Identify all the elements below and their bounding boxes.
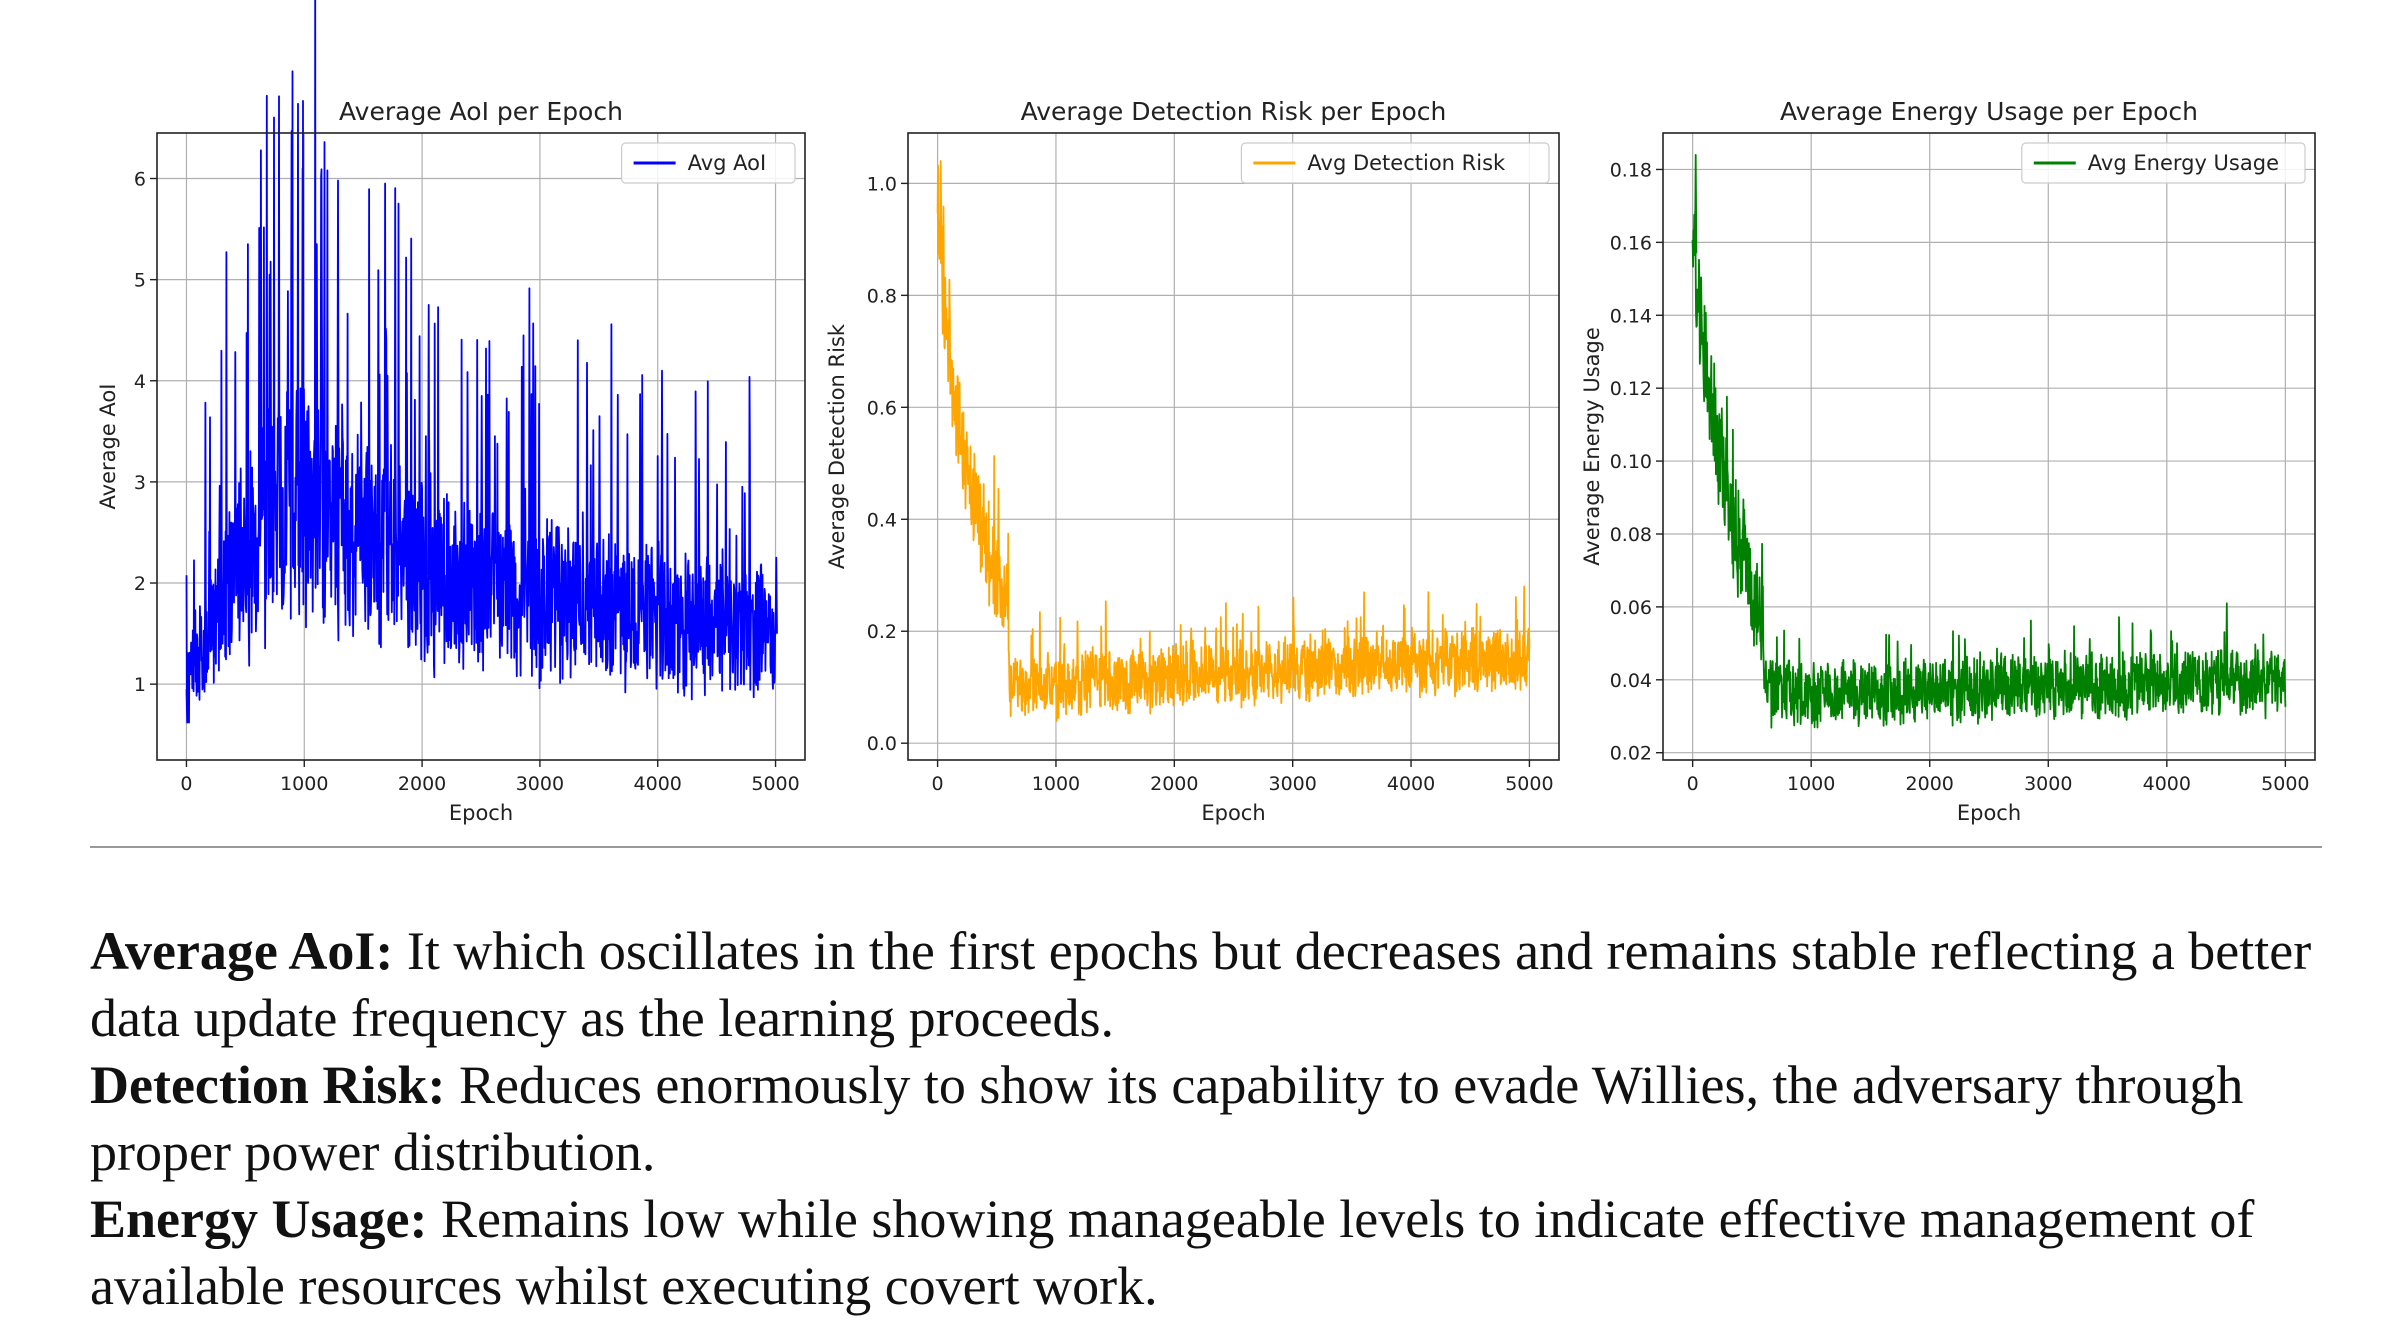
y-tick-label-5: 0.12 bbox=[1610, 378, 1652, 400]
caption-detection-term: Detection Risk: bbox=[90, 1055, 446, 1115]
y-axis-label-detection-risk: Average Detection Risk bbox=[825, 323, 849, 569]
x-tick-label-2: 2000 bbox=[1906, 773, 1954, 795]
caption-detection: Detection Risk: Reduces enormously to sh… bbox=[90, 1052, 2350, 1186]
caption-aoi: Average AoI: It which oscillates in the … bbox=[90, 918, 2350, 1052]
x-tick-label-0: 0 bbox=[180, 773, 192, 795]
caption-energy: Energy Usage: Remains low while showing … bbox=[90, 1186, 2350, 1320]
x-tick-label-4: 4000 bbox=[1387, 773, 1435, 795]
caption-energy-text: Remains low while showing manageable lev… bbox=[90, 1189, 2255, 1316]
figure-caption: Average AoI: It which oscillates in the … bbox=[90, 918, 2350, 1320]
series-line-aoi bbox=[185, 0, 778, 724]
x-tick-label-2: 2000 bbox=[1150, 773, 1198, 795]
y-tick-label-0: 0.0 bbox=[867, 733, 897, 755]
y-tick-label-1: 2 bbox=[134, 573, 146, 595]
y-tick-label-0: 0.02 bbox=[1610, 743, 1652, 765]
legend-label-energy-usage: Avg Energy Usage bbox=[2088, 151, 2279, 175]
y-tick-label-2: 3 bbox=[134, 472, 146, 494]
legend-box-aoi bbox=[620, 142, 796, 184]
x-tick-label-2: 2000 bbox=[398, 773, 446, 795]
y-tick-label-4: 0.10 bbox=[1610, 451, 1652, 473]
x-tick-label-4: 4000 bbox=[2143, 773, 2191, 795]
y-tick-label-5: 6 bbox=[134, 169, 146, 191]
y-tick-label-2: 0.06 bbox=[1610, 597, 1652, 619]
figure-divider bbox=[90, 846, 2322, 848]
y-tick-label-5: 1.0 bbox=[867, 173, 897, 195]
chart-title-detection-risk: Average Detection Risk per Epoch bbox=[1021, 97, 1447, 126]
chart-title-energy-usage: Average Energy Usage per Epoch bbox=[1780, 97, 2198, 126]
x-tick-label-3: 3000 bbox=[2024, 773, 2072, 795]
y-tick-label-2: 0.4 bbox=[867, 509, 897, 531]
series-line-energy-usage bbox=[1691, 154, 2287, 729]
legend-box-detection-risk bbox=[1240, 142, 1550, 184]
y-tick-label-4: 0.8 bbox=[867, 285, 897, 307]
y-tick-label-1: 0.04 bbox=[1610, 670, 1652, 692]
y-tick-label-1: 0.2 bbox=[867, 621, 897, 643]
y-tick-label-4: 5 bbox=[134, 270, 146, 292]
x-tick-label-1: 1000 bbox=[280, 773, 328, 795]
caption-detection-text: Reduces enormously to show its capabilit… bbox=[90, 1055, 2244, 1182]
plot-frame-energy-usage bbox=[1662, 132, 2316, 761]
y-tick-label-6: 0.14 bbox=[1610, 305, 1652, 327]
x-tick-label-0: 0 bbox=[1687, 773, 1699, 795]
x-axis-label-aoi: Epoch bbox=[449, 801, 513, 825]
x-tick-label-1: 1000 bbox=[1787, 773, 1835, 795]
legend-label-detection-risk: Avg Detection Risk bbox=[1307, 151, 1506, 175]
x-tick-label-3: 3000 bbox=[1269, 773, 1317, 795]
x-tick-label-5: 5000 bbox=[2261, 773, 2309, 795]
legend-box-energy-usage bbox=[2021, 142, 2306, 184]
chart-average-aoi: 0 1000 2000 3000 4000 5000 1 2 3 4 5 6 Average AoI p… bbox=[96, 0, 806, 825]
y-tick-label-0: 1 bbox=[134, 674, 146, 696]
caption-energy-term: Energy Usage: bbox=[90, 1189, 428, 1249]
plot-frame-detection-risk bbox=[907, 132, 1560, 761]
y-tick-label-3: 4 bbox=[134, 371, 146, 393]
x-axis-label-detection-risk: Epoch bbox=[1201, 801, 1265, 825]
x-tick-label-1: 1000 bbox=[1032, 773, 1080, 795]
y-tick-label-3: 0.6 bbox=[867, 397, 897, 419]
caption-aoi-text: It which oscillates in the first epochs … bbox=[90, 921, 2312, 1048]
y-tick-label-7: 0.16 bbox=[1610, 232, 1652, 254]
x-tick-label-5: 5000 bbox=[1505, 773, 1553, 795]
series-line-detection-risk bbox=[936, 160, 1531, 722]
y-tick-label-3: 0.08 bbox=[1610, 524, 1652, 546]
x-tick-label-4: 4000 bbox=[634, 773, 682, 795]
x-tick-label-0: 0 bbox=[932, 773, 944, 795]
chart-average-energy-usage: 0 1000 2000 3000 4000 5000 0.02 0.04 0.06 0.08 0.1… bbox=[1580, 97, 2316, 825]
x-tick-label-3: 3000 bbox=[516, 773, 564, 795]
y-axis-label-aoi: Average AoI bbox=[96, 384, 120, 510]
caption-aoi-term: Average AoI: bbox=[90, 921, 394, 981]
x-tick-label-5: 5000 bbox=[751, 773, 799, 795]
x-axis-label-energy-usage: Epoch bbox=[1957, 801, 2021, 825]
chart-average-detection-risk: 0 1000 2000 3000 4000 5000 0.0 0.2 0.4 0.6 0.8 1.0 A… bbox=[825, 97, 1560, 825]
chart-title-aoi: Average AoI per Epoch bbox=[339, 97, 623, 126]
plot-frame-aoi bbox=[156, 132, 806, 761]
y-axis-label-energy-usage: Average Energy Usage bbox=[1580, 327, 1604, 566]
figure-charts: 0 1000 2000 3000 4000 5000 1 2 3 4 5 6 Average AoI p… bbox=[96, 0, 2316, 825]
legend-label-aoi: Avg AoI bbox=[688, 151, 767, 175]
y-tick-label-8: 0.18 bbox=[1610, 159, 1652, 181]
